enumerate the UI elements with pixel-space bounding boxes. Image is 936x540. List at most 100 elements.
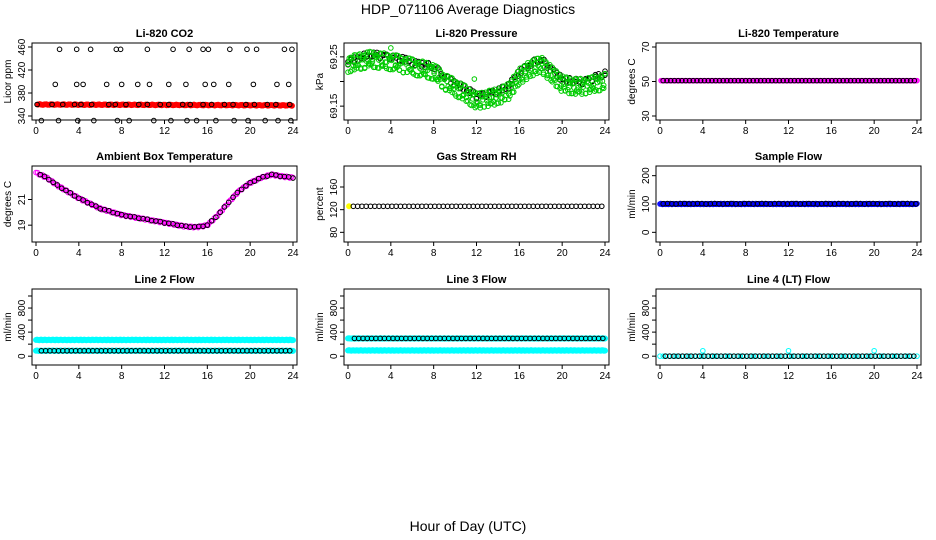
x-tick-label: 16 bbox=[514, 371, 526, 382]
data-point bbox=[144, 46, 151, 53]
data-point bbox=[709, 77, 715, 84]
y-tick-label: 80 bbox=[329, 226, 340, 238]
data-point bbox=[165, 81, 172, 88]
data-point bbox=[392, 63, 399, 69]
data-point bbox=[87, 46, 94, 53]
series-cyan-low bbox=[344, 347, 609, 354]
x-tick-label: 12 bbox=[783, 371, 795, 382]
data-point bbox=[217, 209, 223, 216]
y-axis-label: Licor ppm bbox=[3, 60, 14, 104]
data-point bbox=[801, 353, 808, 359]
data-point bbox=[827, 353, 834, 359]
data-point bbox=[431, 70, 437, 77]
x-tick-label: 24 bbox=[599, 248, 611, 259]
y-tick-label: 800 bbox=[17, 299, 28, 316]
data-point bbox=[59, 101, 66, 108]
data-point bbox=[558, 88, 565, 94]
data-point bbox=[73, 81, 80, 88]
data-point bbox=[204, 222, 211, 228]
data-point bbox=[408, 66, 414, 73]
data-point bbox=[900, 77, 906, 84]
panel-title: Line 3 Flow bbox=[447, 274, 507, 286]
data-point bbox=[400, 69, 407, 76]
data-point bbox=[231, 117, 237, 124]
data-point bbox=[686, 353, 692, 359]
data-point bbox=[472, 104, 479, 111]
data-point bbox=[750, 77, 756, 84]
data-point bbox=[234, 189, 241, 196]
x-tick-label: 20 bbox=[557, 126, 569, 137]
y-tick-label: 0 bbox=[641, 353, 652, 359]
x-tick-label: 24 bbox=[911, 248, 923, 259]
data-point bbox=[165, 101, 172, 108]
x-tick-label: 0 bbox=[657, 371, 663, 382]
data-point bbox=[572, 75, 579, 82]
x-tick-label: 0 bbox=[345, 126, 351, 137]
y-tick-label: 0 bbox=[17, 353, 28, 359]
data-point bbox=[230, 101, 236, 108]
data-point bbox=[832, 77, 839, 84]
series-black bbox=[37, 171, 296, 230]
data-point bbox=[836, 77, 843, 84]
data-point bbox=[739, 77, 745, 84]
data-point bbox=[213, 214, 219, 221]
data-point bbox=[227, 46, 233, 53]
y-tick-label: 400 bbox=[329, 323, 340, 340]
data-point bbox=[414, 72, 421, 79]
data-point bbox=[491, 86, 498, 93]
data-point bbox=[118, 81, 125, 88]
x-tick-label: 16 bbox=[826, 371, 838, 382]
x-tick-label: 8 bbox=[119, 126, 125, 137]
series-black bbox=[662, 353, 917, 359]
data-point bbox=[391, 52, 398, 59]
data-point bbox=[549, 64, 556, 71]
y-tick-label: 0 bbox=[329, 353, 340, 359]
data-point bbox=[486, 94, 493, 101]
x-tick-label: 12 bbox=[471, 126, 483, 137]
x-tick-label: 8 bbox=[431, 126, 437, 137]
x-tick-label: 20 bbox=[869, 126, 881, 137]
data-point bbox=[700, 347, 706, 354]
x-tick-label: 0 bbox=[657, 126, 663, 137]
data-point bbox=[541, 64, 548, 70]
data-point bbox=[519, 79, 526, 85]
data-point bbox=[534, 70, 540, 77]
panel-title: Line 4 (LT) Flow bbox=[747, 274, 830, 286]
x-tick-label: 20 bbox=[869, 371, 881, 382]
data-point bbox=[519, 76, 526, 83]
data-point bbox=[787, 77, 794, 84]
data-point bbox=[585, 80, 592, 86]
y-tick-label: 69.15 bbox=[329, 93, 340, 118]
data-point bbox=[507, 93, 513, 99]
data-point bbox=[492, 95, 499, 101]
data-point bbox=[705, 77, 711, 84]
data-point bbox=[170, 46, 176, 53]
data-point bbox=[403, 56, 409, 62]
data-point bbox=[430, 76, 436, 82]
data-point bbox=[388, 45, 394, 51]
data-point bbox=[383, 59, 390, 65]
data-point bbox=[855, 77, 861, 84]
data-point bbox=[657, 353, 663, 359]
x-tick-label: 24 bbox=[599, 126, 611, 137]
data-point bbox=[244, 46, 250, 53]
data-point bbox=[720, 77, 726, 84]
y-tick-label: 100 bbox=[641, 195, 652, 212]
data-point bbox=[673, 353, 679, 359]
y-axis-label: percent bbox=[315, 187, 326, 221]
x-tick-label: 20 bbox=[869, 248, 881, 259]
x-tick-label: 8 bbox=[743, 126, 749, 137]
x-tick-label: 24 bbox=[911, 371, 923, 382]
data-point bbox=[731, 77, 738, 84]
x-tick-label: 20 bbox=[245, 248, 257, 259]
data-point bbox=[829, 77, 835, 84]
data-point bbox=[146, 81, 153, 88]
data-point bbox=[56, 46, 63, 53]
data-point bbox=[391, 65, 398, 72]
x-tick-label: 0 bbox=[345, 248, 351, 259]
data-point bbox=[757, 77, 764, 84]
